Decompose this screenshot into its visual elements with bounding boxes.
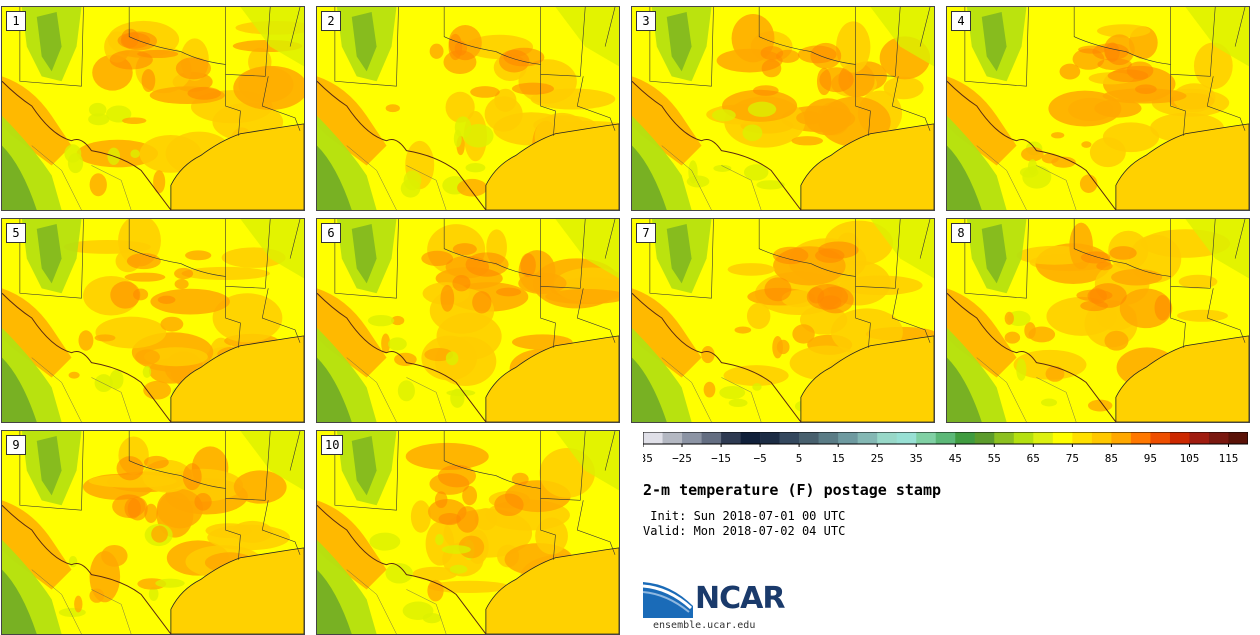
- colorbar-tick-label: 45: [949, 452, 962, 465]
- colorbar-tick-label: −5: [753, 452, 766, 465]
- colorbar-swatch: [838, 432, 858, 444]
- temperature-map: [2, 7, 304, 210]
- colorbar-swatch: [857, 432, 878, 444]
- postage-stamp-member-1: 1: [1, 6, 305, 211]
- temperature-map: [947, 219, 1249, 422]
- colorbar-swatch: [1091, 432, 1112, 444]
- colorbar-swatch: [740, 432, 761, 444]
- member-number: 7: [636, 223, 656, 243]
- colorbar-tick-label: 115: [1219, 452, 1239, 465]
- colorbar-swatch: [1189, 432, 1210, 444]
- logo-url: ensemble.ucar.edu: [653, 620, 756, 631]
- valid-time: Valid: Mon 2018-07-02 04 UTC: [643, 524, 846, 538]
- temperature-map: [317, 431, 619, 634]
- colorbar-swatch: [877, 432, 898, 444]
- postage-stamp-member-2: 2: [316, 6, 620, 211]
- colorbar-swatch: [974, 432, 995, 444]
- colorbar-swatch: [721, 432, 741, 444]
- colorbar-swatch: [701, 432, 722, 444]
- colorbar-swatch: [1111, 432, 1132, 444]
- colorbar-swatch: [935, 432, 956, 444]
- colorbar-tick-label: 35: [910, 452, 923, 465]
- member-number: 10: [321, 435, 344, 455]
- postage-stamp-member-5: 5: [1, 218, 305, 423]
- colorbar-tick-label: −15: [711, 452, 731, 465]
- colorbar-tick-label: 95: [1144, 452, 1157, 465]
- member-number: 1: [6, 11, 26, 31]
- member-number: 8: [951, 223, 971, 243]
- colorbar-tick-label: −35: [643, 452, 653, 465]
- temperature-map: [632, 7, 934, 210]
- colorbar-tick-label: 105: [1180, 452, 1200, 465]
- postage-stamp-member-8: 8: [946, 218, 1250, 423]
- colorbar-swatch: [662, 432, 683, 444]
- colorbar-swatch: [896, 432, 917, 444]
- member-number: 4: [951, 11, 971, 31]
- ncar-wordmark: NCAR: [695, 581, 785, 616]
- colorbar-swatch: [760, 432, 780, 444]
- colorbar-swatch: [1169, 432, 1190, 444]
- temperature-map: [317, 219, 619, 422]
- colorbar-tick-label: 65: [1027, 452, 1040, 465]
- colorbar-swatch: [1013, 432, 1034, 444]
- colorbar-swatch: [1072, 432, 1093, 444]
- temperature-map: [317, 7, 619, 210]
- colorbar-tick-label: 25: [871, 452, 884, 465]
- ncar-swoosh-icon: [643, 582, 693, 618]
- postage-stamp-member-6: 6: [316, 218, 620, 423]
- postage-stamp-member-4: 4: [946, 6, 1250, 211]
- colorbar-tick-label: 15: [832, 452, 845, 465]
- colorbar-swatch: [1052, 432, 1073, 444]
- member-number: 6: [321, 223, 341, 243]
- colorbar-swatch: [643, 432, 663, 444]
- colorbar-swatch: [1150, 432, 1171, 444]
- temperature-map: [2, 219, 304, 422]
- member-number: 3: [636, 11, 656, 31]
- figure-title: 2-m temperature (F) postage stamp: [643, 481, 942, 499]
- colorbar-swatch: [994, 432, 1015, 444]
- member-number: 5: [6, 223, 26, 243]
- temperature-map: [632, 219, 934, 422]
- colorbar-swatch: [955, 432, 976, 444]
- colorbar-tick-label: −25: [672, 452, 692, 465]
- temperature-map: [947, 7, 1249, 210]
- colorbar-tick-label: 85: [1105, 452, 1118, 465]
- colorbar-swatch: [1228, 432, 1248, 444]
- colorbar-tick-label: 55: [988, 452, 1001, 465]
- colorbar-swatch: [682, 432, 702, 444]
- temperature-map: [2, 431, 304, 634]
- colorbar: −35 −25 −15 −5 5 15 25 35 45 55 65 75 85 95 105 115: [643, 432, 1248, 465]
- member-number: 2: [321, 11, 341, 31]
- colorbar-swatch: [916, 432, 937, 444]
- colorbar-swatch: [818, 432, 839, 444]
- colorbar-swatch: [1130, 432, 1151, 444]
- colorbar-tick-label: 75: [1066, 452, 1079, 465]
- postage-stamp-member-9: 9: [1, 430, 305, 635]
- ncar-logo: NCAR ensemble.ucar.edu: [643, 578, 803, 634]
- colorbar-swatch: [1033, 432, 1054, 444]
- postage-stamp-member-10: 10: [316, 430, 620, 635]
- member-number: 9: [6, 435, 26, 455]
- colorbar-tick-label: 5: [796, 452, 803, 465]
- postage-stamp-member-3: 3: [631, 6, 935, 211]
- postage-stamp-member-7: 7: [631, 218, 935, 423]
- colorbar-swatch: [1208, 432, 1229, 444]
- colorbar-swatch: [799, 432, 819, 444]
- init-time: Init: Sun 2018-07-01 00 UTC: [643, 509, 846, 523]
- colorbar-swatch: [779, 432, 800, 444]
